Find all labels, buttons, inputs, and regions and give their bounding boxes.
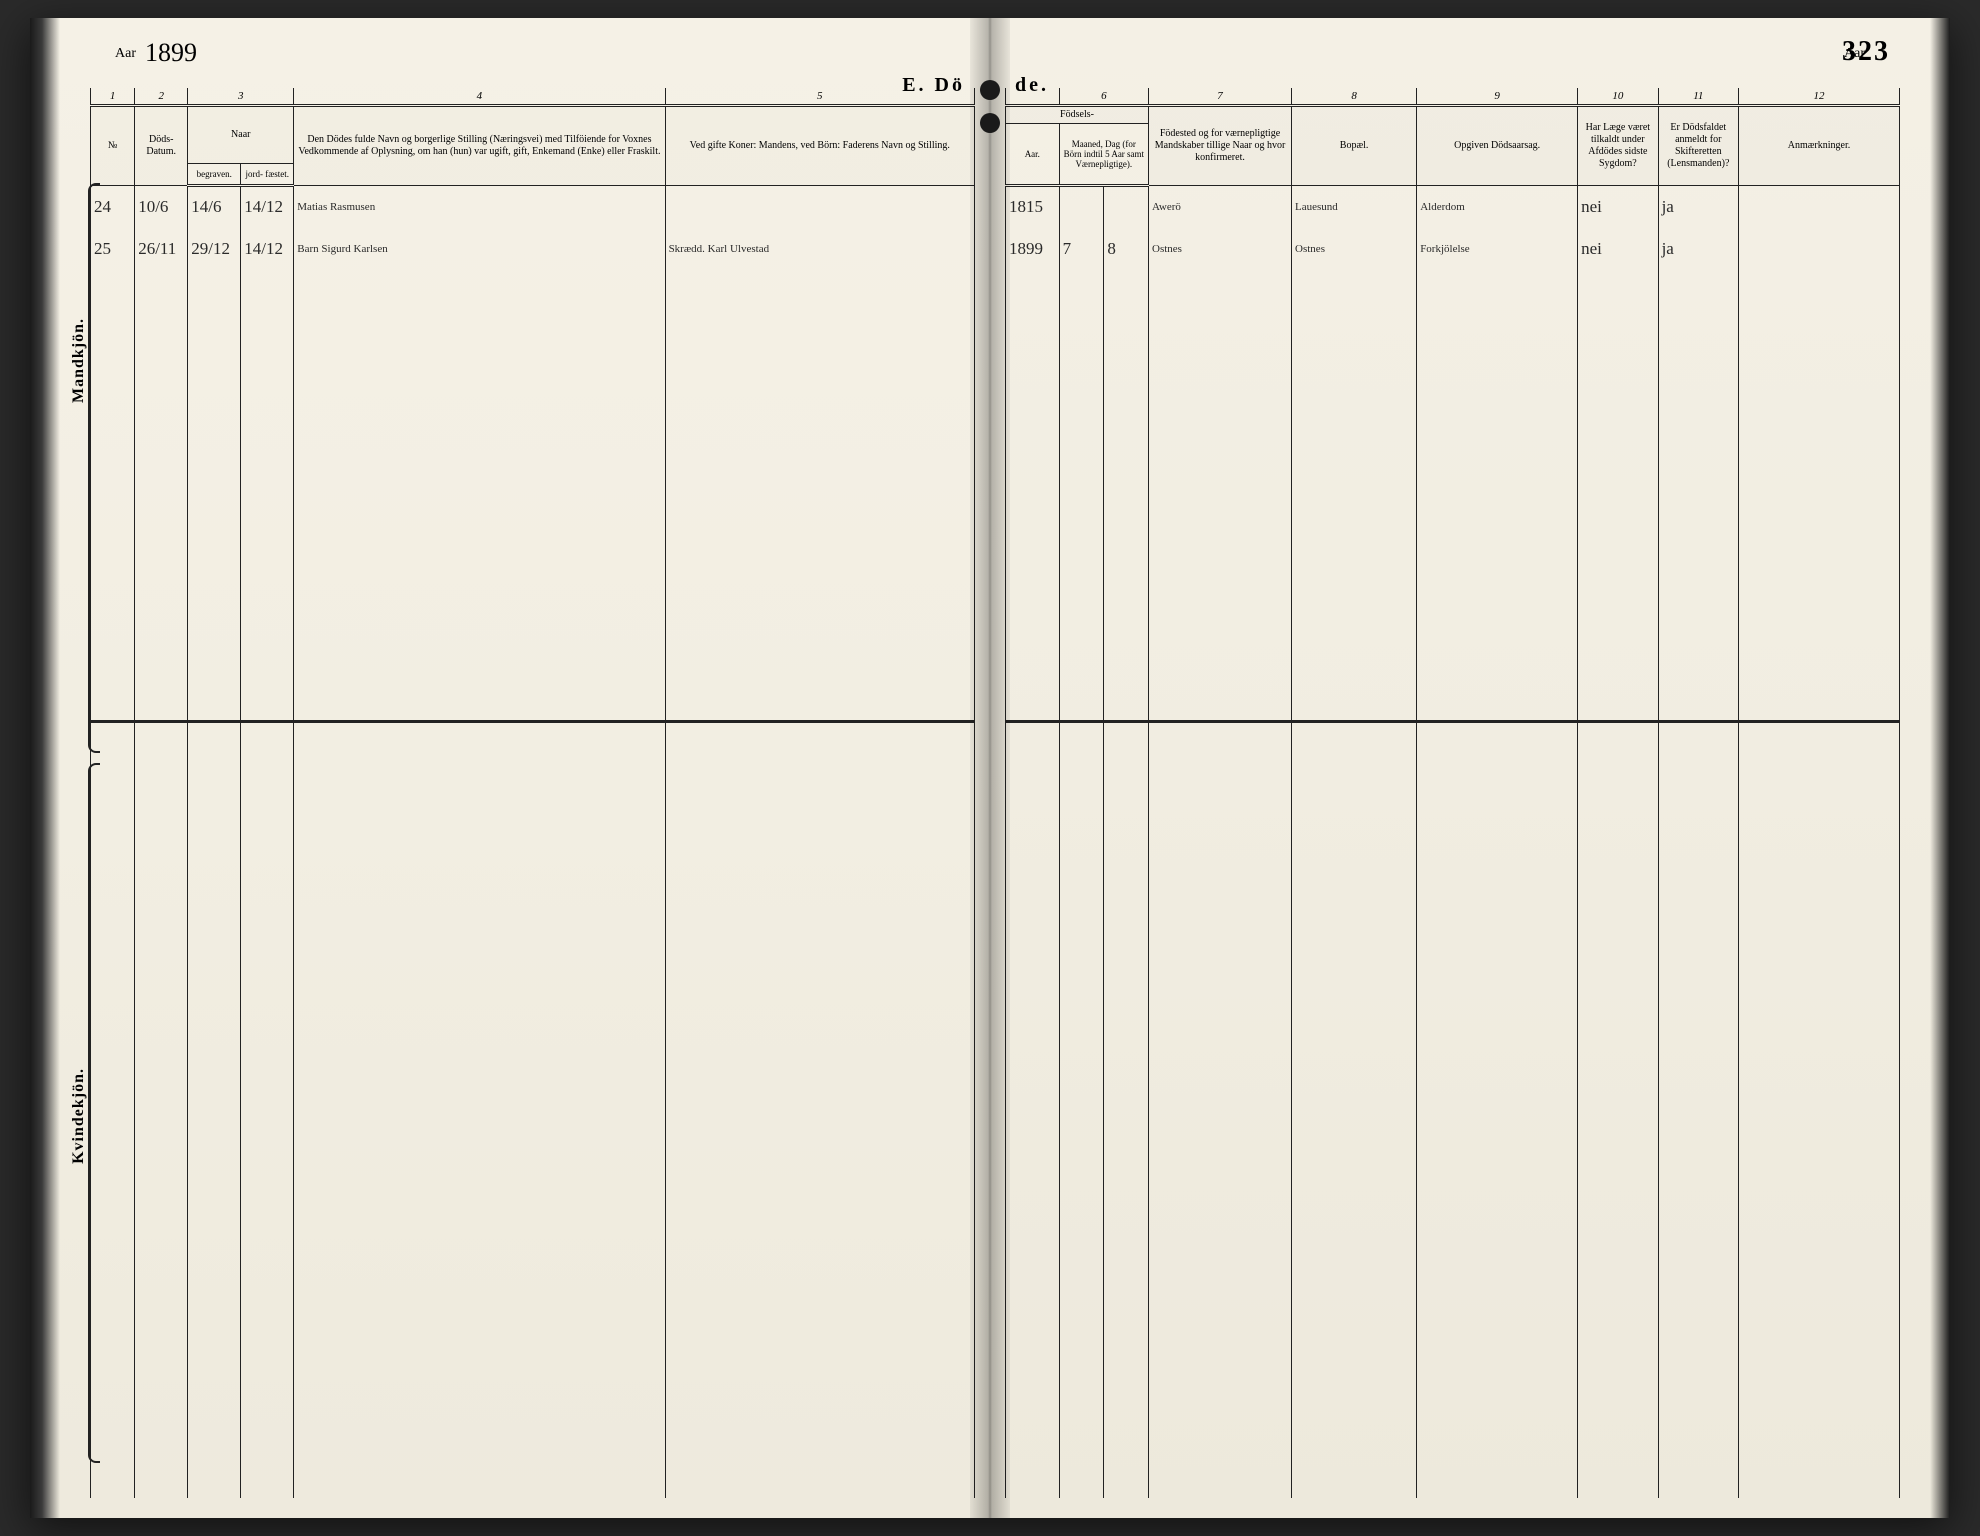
col-skifte: Er Dödsfaldet anmeldt for Skifteretten (… — [1658, 106, 1738, 186]
col-aar: Aar. — [1006, 124, 1060, 186]
year-value: 1899 — [145, 38, 197, 68]
ledger-table-left: 1 2 3 4 5 № Döds- Datum. Naar Den Dödes … — [90, 88, 975, 1498]
col-bopel: Bopæl. — [1292, 106, 1417, 186]
right-page: Aar de. 323 6 7 8 9 10 11 12 Föd — [990, 18, 1950, 1518]
col-anm: Anmærkninger. — [1739, 106, 1900, 186]
side-label-male: Mandkjön. — [70, 318, 88, 403]
col-no: № — [91, 106, 135, 186]
column-numbers: 6 7 8 9 10 11 12 — [1006, 88, 1900, 106]
col-name: Den Dödes fulde Navn og borgerlige Still… — [294, 106, 665, 186]
ledger-table-right: 6 7 8 9 10 11 12 Födsels- Födested og fo… — [1005, 88, 1900, 1498]
empty-space-female — [1006, 723, 1900, 1499]
column-numbers: 1 2 3 4 5 — [91, 88, 975, 106]
header-row: Födsels- Födested og for værnepligtige M… — [1006, 106, 1900, 124]
col-dodsdatum: Döds- Datum. — [135, 106, 188, 186]
col-begraven: begraven. — [188, 164, 241, 186]
col-jordfestet: jord- fæstet. — [241, 164, 294, 186]
table-row: 25 26/11 29/12 14/12 Barn Sigurd Karlsen… — [91, 228, 975, 270]
table-row: 24 10/6 14/6 14/12 Matias Rasmusen — [91, 186, 975, 228]
table-row: 1815 Awerö Lauesund Alderdom nei ja — [1006, 186, 1900, 228]
header-row: № Döds- Datum. Naar Den Dödes fulde Navn… — [91, 106, 975, 164]
binding-hole — [980, 80, 1000, 100]
book-edge-right — [1930, 18, 1950, 1518]
empty-space-female — [91, 723, 975, 1499]
left-page: Aar 1899 E. Dö Mandkjön. Kvindekjön. 1 2… — [30, 18, 990, 1518]
col-parent: Ved gifte Koner: Mandens, ved Börn: Fade… — [665, 106, 974, 186]
col-naar: Naar — [188, 106, 294, 164]
register-book: Aar 1899 E. Dö Mandkjön. Kvindekjön. 1 2… — [30, 18, 1950, 1518]
register-right: 6 7 8 9 10 11 12 Födsels- Födested og fo… — [1005, 88, 1900, 1498]
binding-hole — [980, 113, 1000, 133]
register-left: 1 2 3 4 5 № Döds- Datum. Naar Den Dödes … — [90, 88, 975, 1498]
page-number: 323 — [1842, 36, 1890, 68]
empty-space-male — [91, 270, 975, 722]
side-label-female: Kvindekjön. — [70, 1068, 88, 1164]
col-dodsaarsag: Opgiven Dödsaarsag. — [1417, 106, 1578, 186]
year-label: Aar — [115, 46, 136, 62]
col-maaned-dag: Maaned, Dag (for Börn indtil 5 Aar samt … — [1059, 124, 1148, 186]
col-fodsels: Födsels- — [1006, 106, 1149, 124]
book-edge-left — [30, 18, 60, 1518]
col-lege: Har Læge været tilkaldt under Afdödes si… — [1578, 106, 1658, 186]
empty-space-male — [1006, 270, 1900, 722]
table-row: 1899 7 8 Ostnes Ostnes Forkjölelse nei j… — [1006, 228, 1900, 270]
col-fodested: Födested og for værnepligtige Mandskaber… — [1149, 106, 1292, 186]
